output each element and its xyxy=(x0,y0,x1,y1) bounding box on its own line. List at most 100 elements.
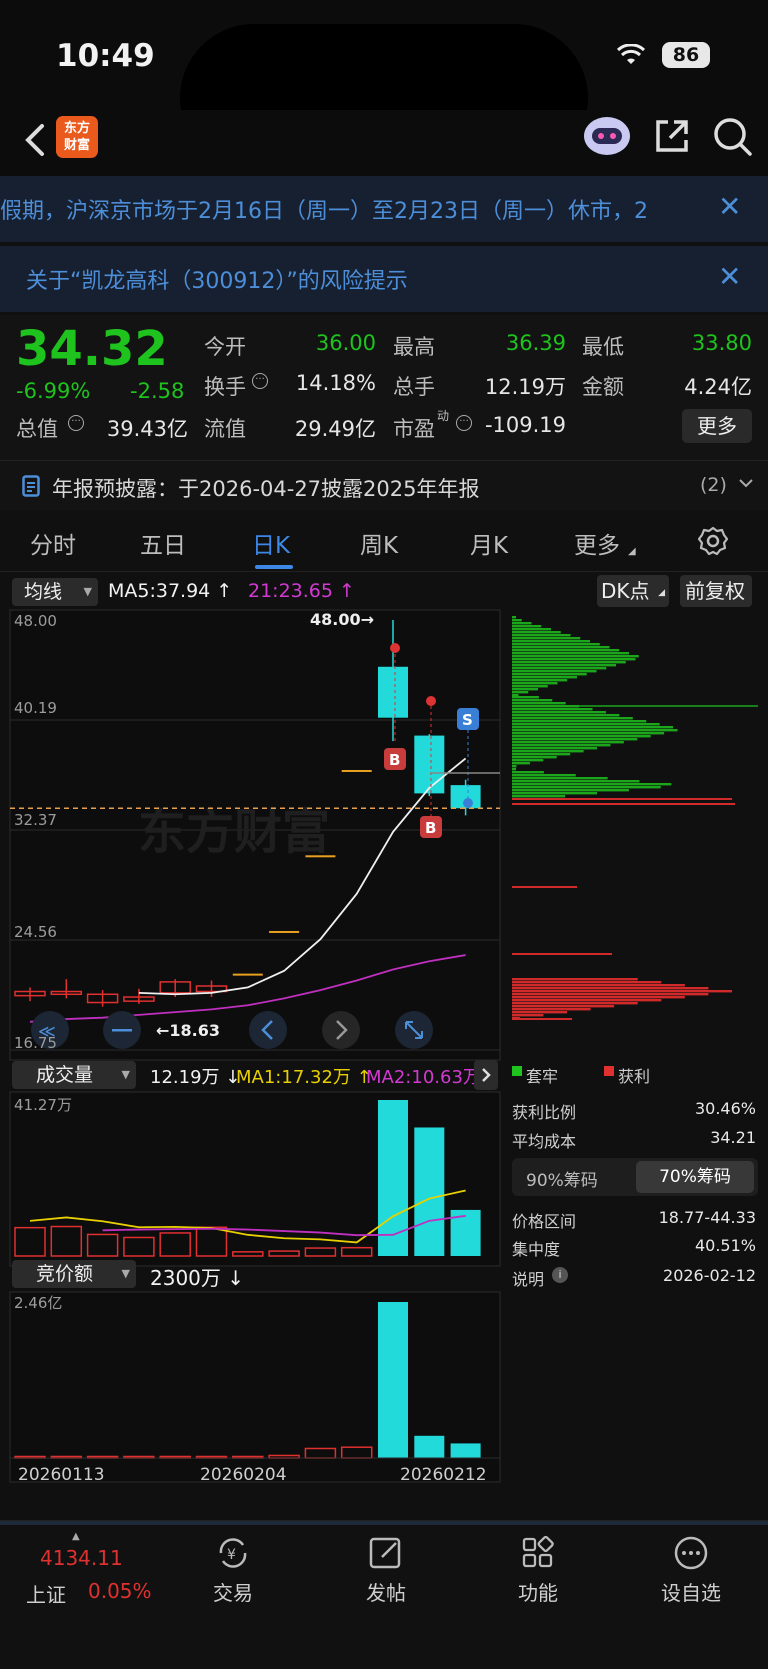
open-value: 36.00 xyxy=(315,331,376,355)
date-tick: 20260113 xyxy=(18,1465,105,1485)
legend-swatch-profit xyxy=(604,1066,614,1076)
chip-bar xyxy=(512,711,606,714)
dk-button[interactable]: DK点 ◢ xyxy=(597,575,669,607)
chip-bar xyxy=(512,990,732,993)
chip-bar xyxy=(512,762,530,765)
more-button[interactable]: 更多 xyxy=(682,409,752,443)
notice-banner-holiday[interactable]: 假期，沪深京市场于2月16日（周一）至2月23日（周一）休市，2 ✕ xyxy=(0,176,768,242)
scroll-indicator xyxy=(0,1521,768,1525)
sell-marker[interactable] xyxy=(457,708,479,730)
back-button[interactable] xyxy=(22,120,48,160)
nav-trade[interactable]: ¥ 交易 xyxy=(183,1535,283,1606)
float-value: 29.49亿 xyxy=(294,417,376,441)
nav-watchlist[interactable]: 设自选 xyxy=(641,1535,741,1606)
chevron-right-icon xyxy=(482,1068,491,1082)
ma21-line xyxy=(29,954,466,1023)
toggle-90[interactable]: 90%筹码 xyxy=(526,1171,598,1191)
tab-weekly-k[interactable]: 周K xyxy=(360,533,399,559)
volume-indicator-select[interactable]: 成交量 ▼ xyxy=(12,1061,136,1089)
info-icon[interactable]: ··· xyxy=(252,373,268,389)
date-tick: 20260204 xyxy=(200,1465,287,1485)
chevron-down-icon xyxy=(738,475,754,495)
turnover-value: 14.18% xyxy=(295,371,376,395)
chart-controls: ≪ xyxy=(31,1011,433,1049)
open-label: 今开 xyxy=(204,335,246,359)
info-icon[interactable]: ··· xyxy=(456,415,472,431)
volume-axis-max: 41.27万 xyxy=(14,1096,72,1114)
nav-label: 功能 xyxy=(518,1581,558,1605)
chip-bar xyxy=(512,714,620,717)
chip-bar xyxy=(512,771,544,774)
tab-more[interactable]: 更多 xyxy=(574,533,620,559)
high-label: 最高 xyxy=(393,335,435,359)
caret-down-icon: ▼ xyxy=(83,585,92,598)
tab-monthly-k[interactable]: 月K xyxy=(470,533,509,559)
chip-bar xyxy=(512,634,571,637)
chip-bar xyxy=(512,667,607,670)
amount-label: 金额 xyxy=(582,375,624,399)
avg-cost-label: 平均成本 xyxy=(512,1132,577,1151)
candle-body xyxy=(341,769,372,772)
high-value: 36.39 xyxy=(505,331,566,355)
indicator-select[interactable]: 均线 ▼ xyxy=(12,578,98,606)
expand-indicator-button[interactable] xyxy=(474,1060,498,1090)
chip-bar xyxy=(512,786,661,789)
expand-icon xyxy=(405,1021,423,1039)
index-value[interactable]: 4134.11 xyxy=(40,1546,123,1570)
chip-bar xyxy=(512,735,651,738)
tab-daily-k[interactable]: 日K xyxy=(252,533,291,559)
report-text: 年报预披露：于2026-04-27披露2025年年报 xyxy=(52,477,480,501)
toggle-70[interactable]: 70%筹码 xyxy=(636,1161,754,1193)
adjust-button[interactable]: 前复权 xyxy=(680,575,752,607)
chip-bar xyxy=(512,708,593,711)
buy-marker[interactable] xyxy=(420,816,442,838)
chip-bar xyxy=(512,777,608,780)
chip-bar xyxy=(512,795,566,798)
chip-bar xyxy=(512,655,639,658)
close-icon[interactable]: ✕ xyxy=(718,260,742,293)
zoom-out-button[interactable] xyxy=(31,1011,69,1049)
chip-bar xyxy=(512,1008,591,1011)
chip-bar xyxy=(512,1011,567,1014)
chip-bar xyxy=(512,759,544,762)
info-icon[interactable]: i xyxy=(552,1267,568,1283)
auction-bars xyxy=(14,1302,481,1459)
search-icon[interactable] xyxy=(712,116,754,162)
volume-ma-lines xyxy=(29,1189,466,1244)
caret-icon: ◢ xyxy=(628,546,636,557)
chip-bar xyxy=(512,694,519,697)
high-marker: 48.00→ xyxy=(310,610,374,629)
notice-banner-risk[interactable]: 关于“凯龙高科（300912）”的风险提示 ✕ xyxy=(0,246,768,312)
share-icon[interactable] xyxy=(652,116,692,160)
volume-bar xyxy=(232,1251,264,1257)
auction-axis-max: 2.46亿 xyxy=(14,1294,62,1312)
volume-ma1: MA1:17.32万 ↑ xyxy=(236,1067,372,1088)
candles xyxy=(14,620,481,1007)
legend-swatch-trapped xyxy=(512,1066,522,1076)
buy-marker[interactable] xyxy=(384,748,406,770)
nav-post[interactable]: 发帖 xyxy=(336,1535,436,1606)
next-button[interactable] xyxy=(322,1011,360,1049)
svg-text:¥: ¥ xyxy=(227,1547,236,1563)
auction-bar xyxy=(414,1435,445,1458)
robot-assistant-icon[interactable] xyxy=(582,112,632,158)
legend-profit: 获利 xyxy=(618,1067,651,1086)
volume-bar xyxy=(159,1232,191,1257)
chip-bar xyxy=(512,664,616,667)
prev-button[interactable] xyxy=(249,1011,287,1049)
gear-icon[interactable] xyxy=(697,526,729,560)
chip-bar xyxy=(512,774,576,777)
caret-up-icon: ▲ xyxy=(72,1531,80,1542)
auction-indicator-select[interactable]: 竞价额 ▼ xyxy=(12,1260,136,1288)
price-range-value: 18.77-44.33 xyxy=(658,1208,756,1227)
index-name[interactable]: 上证 xyxy=(26,1583,66,1607)
chip-bar xyxy=(512,720,647,723)
tab-5day[interactable]: 五日 xyxy=(140,533,186,559)
info-icon[interactable]: ··· xyxy=(68,415,84,431)
close-icon[interactable]: ✕ xyxy=(718,190,742,223)
chip-bar xyxy=(512,661,626,664)
tab-intraday[interactable]: 分时 xyxy=(30,533,76,559)
nav-functions[interactable]: 功能 xyxy=(488,1535,588,1606)
turnover-label: 换手 xyxy=(204,375,246,399)
report-notice[interactable]: 年报预披露：于2026-04-27披露2025年年报 (2) xyxy=(0,460,768,510)
